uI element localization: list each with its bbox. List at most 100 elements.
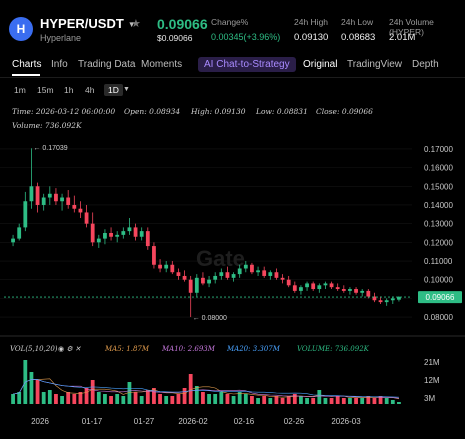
interval-1h[interactable]: 1h (64, 85, 74, 95)
candle-body (90, 223, 95, 243)
candle-body (60, 197, 64, 202)
volume-bar (145, 390, 150, 404)
volume-bar (378, 396, 383, 404)
volume-bar (335, 396, 340, 404)
volume-bar (182, 388, 187, 404)
time-tick-label: 02-26 (284, 417, 305, 426)
candle-body (305, 283, 309, 288)
candlestick-chart[interactable]: Time: 2026-03-12 06:00:00 Open: 0.08934 … (0, 104, 465, 439)
volume-bar (201, 392, 205, 404)
tab-original[interactable]: Original (303, 59, 338, 70)
interval-bar: 1m 15m 1h 4h 1D ▼ (0, 80, 465, 100)
volume-bar (213, 394, 218, 404)
favorite-star-icon[interactable]: ★ (131, 18, 141, 30)
interval-4h[interactable]: 4h (85, 85, 95, 95)
tab-info[interactable]: Info (51, 59, 68, 70)
legend-open: Open: 0.08934 (124, 107, 180, 116)
volume-bar (11, 394, 15, 404)
tab-charts[interactable]: Charts (12, 59, 42, 70)
candle-body (268, 272, 273, 276)
volume-bar (286, 396, 291, 404)
candles (11, 148, 401, 318)
volume-bar (103, 394, 107, 404)
volume-ma10-line (13, 379, 399, 399)
price-tick-label: 0.14000 (424, 201, 453, 210)
price-tick-label: 0.15000 (424, 182, 453, 191)
candle-body (384, 300, 389, 303)
candle-body (66, 197, 71, 205)
interval-1d[interactable]: 1D (104, 84, 123, 96)
vol-legend-icons[interactable]: ◉ ⚙ ✕ (58, 345, 82, 353)
pair-selector[interactable]: HYPER/USDT ▼ (40, 16, 136, 31)
volume-tick-label: 3M (424, 394, 435, 403)
volume-bar (78, 392, 83, 404)
candle-body (274, 272, 279, 278)
volume-bar (237, 392, 242, 404)
candle-body (96, 238, 101, 243)
ai-chat-to-strategy-button[interactable]: AI Chat-to-Strategy (198, 57, 296, 72)
candle-body (237, 268, 242, 275)
low-value: 0.08683 (341, 32, 376, 43)
market-header: H HYPER/USDT ▼ Hyperlane ★ 0.09066 $0.090… (0, 0, 465, 50)
candle-body (360, 290, 365, 293)
candle-body (397, 297, 401, 300)
high-label: 24h High (294, 17, 329, 27)
interval-dropdown-icon[interactable]: ▼ (123, 86, 130, 93)
volume-bar (127, 382, 132, 404)
change-label: Change% (211, 17, 249, 27)
candle-body (188, 279, 193, 293)
candle-body (182, 275, 187, 280)
volume-bar (250, 396, 254, 404)
tab-depth[interactable]: Depth (412, 59, 439, 70)
volume-bar (133, 392, 138, 404)
volume-bar (115, 394, 120, 404)
interval-15m[interactable]: 15m (37, 85, 54, 95)
last-price-usd: $0.09066 (157, 33, 193, 43)
candle-body (47, 193, 52, 198)
candle-body (378, 300, 383, 303)
candle-body (170, 264, 175, 273)
volume-bar (390, 400, 395, 404)
volume-bar (121, 396, 126, 404)
volume-bar (268, 398, 273, 404)
price-tick-label: 0.13000 (424, 220, 453, 229)
volume-bar (311, 398, 316, 404)
last-price-tag: 0.09066 (418, 291, 462, 304)
volume-bar (305, 398, 309, 404)
last-price-tag-text: 0.09066 (426, 293, 455, 302)
candle-body (103, 233, 107, 239)
high-value: 0.09130 (294, 32, 329, 43)
candle-body (311, 283, 316, 290)
candle-body (194, 277, 199, 293)
volume-bar (231, 396, 236, 404)
candle-body (54, 193, 58, 202)
tab-trading-data[interactable]: Trading Data (78, 59, 136, 70)
candle-body (121, 231, 126, 235)
low-label: 24h Low (341, 17, 374, 27)
tab-tradingview[interactable]: TradingView (347, 59, 403, 70)
vol-legend-ma20: MA20: 3.307M (226, 345, 281, 353)
volume-axis: 21M 12M 3M (424, 358, 440, 403)
time-tick-label: 2026-03 (331, 417, 361, 426)
candle-body (201, 277, 205, 284)
pair-name: HYPER/USDT (40, 16, 124, 31)
volume-bar (274, 396, 279, 404)
time-axis: 2026 01-17 01-27 2026-02 02-16 02-26 2026-03 (31, 417, 361, 426)
caret-down-icon: ▼ (127, 20, 136, 30)
candle-body (133, 227, 138, 237)
candle-body (225, 272, 230, 278)
volume-bar (384, 398, 389, 404)
volume-bar (317, 390, 322, 404)
candle-body (262, 270, 267, 276)
volume-bar (47, 390, 52, 404)
volume-bar (152, 388, 156, 404)
volume-bar (188, 374, 193, 404)
candle-body (231, 274, 236, 278)
volume-bar (348, 398, 352, 404)
vol-legend-volume: VOLUME: 736.092K (297, 345, 370, 353)
candle-body (72, 204, 77, 209)
interval-1m[interactable]: 1m (14, 85, 26, 95)
min-price-label: ← 0.08000 (193, 315, 227, 322)
legend-volume: Volume: 736.092K (12, 121, 82, 130)
tab-moments[interactable]: Moments (141, 59, 183, 70)
